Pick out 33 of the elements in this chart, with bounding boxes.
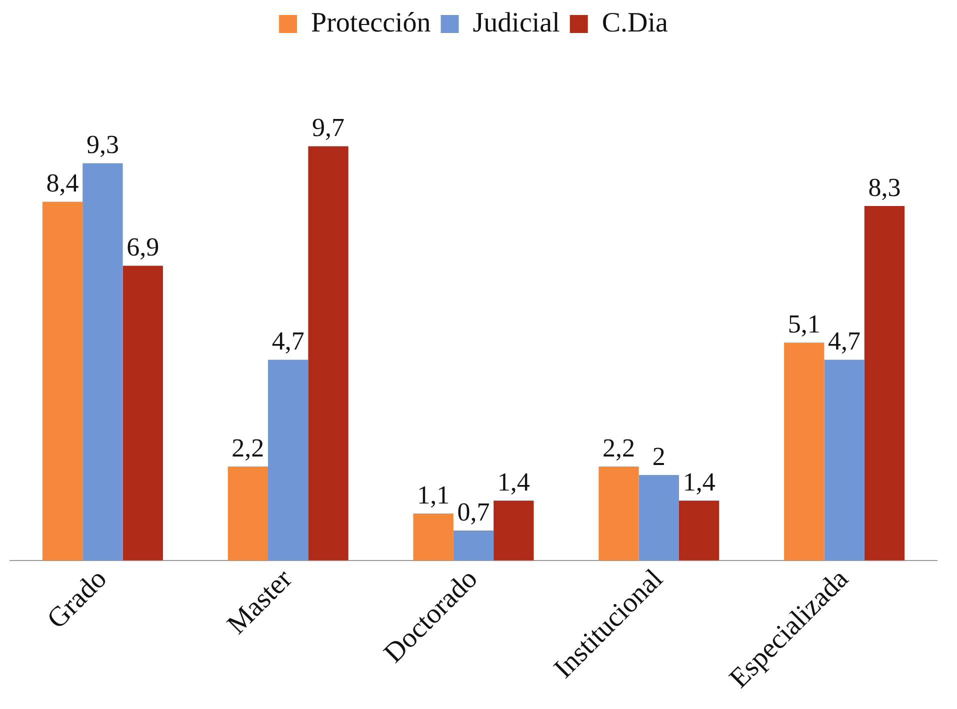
bar (784, 342, 824, 560)
bar (864, 206, 905, 560)
bar (494, 500, 534, 560)
bar (824, 360, 864, 560)
data-label: 6,9 (126, 232, 160, 262)
bar (82, 163, 123, 560)
data-label: 9,3 (86, 130, 119, 160)
data-label: 9,7 (312, 113, 345, 142)
bar (122, 266, 163, 560)
bar (42, 202, 83, 560)
bar (638, 475, 679, 560)
bar (453, 530, 494, 560)
data-label: 1,1 (417, 480, 450, 510)
legend-label: Protección (311, 7, 431, 38)
data-label: 2,2 (602, 433, 635, 462)
bar (678, 500, 720, 560)
legend-label: Judicial (472, 7, 560, 38)
data-label: 4,7 (828, 326, 861, 356)
legend-label: C.Dia (602, 7, 669, 38)
data-label: 8,3 (868, 172, 901, 202)
data-label: 0,7 (457, 497, 490, 526)
bar (268, 360, 308, 560)
bar (598, 466, 639, 560)
bar (308, 146, 348, 560)
data-label: 4,7 (272, 326, 304, 356)
bar (228, 466, 268, 560)
data-label: 5,1 (788, 309, 820, 338)
data-label: 2 (652, 442, 666, 471)
data-label: 1,4 (682, 467, 716, 496)
data-label: 8,4 (46, 168, 79, 198)
data-label: 1,4 (497, 467, 530, 496)
data-label: 2,2 (232, 433, 264, 462)
bar (413, 513, 454, 560)
